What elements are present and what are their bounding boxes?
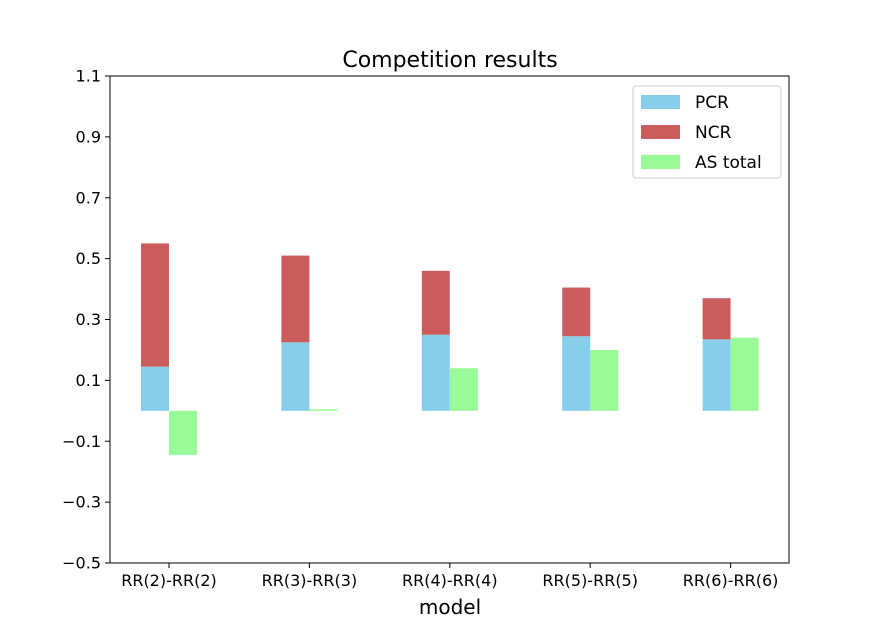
bar-ncr	[141, 243, 169, 367]
legend-swatch	[641, 155, 680, 169]
x-tick-label: RR(6)-RR(6)	[683, 571, 779, 590]
legend-label: NCR	[695, 123, 732, 143]
x-axis: RR(2)-RR(2) RR(3)-RR(3) RR(4)-RR(4) RR(5)-R…	[121, 563, 778, 590]
y-tick-label: −0.1	[62, 432, 101, 451]
bar-as-total	[449, 368, 478, 411]
chart-title: Competition results	[342, 48, 557, 73]
x-tick-label: RR(4)-RR(4)	[402, 571, 498, 590]
bar-as-total	[590, 349, 619, 411]
bar-as-total	[730, 337, 759, 411]
legend-label: AS total	[695, 153, 762, 173]
bars-layer	[141, 243, 759, 455]
y-tick-label: 0.3	[76, 310, 101, 329]
legend: PCR NCR AS total	[632, 85, 782, 179]
y-tick-label: 0.7	[76, 188, 101, 207]
bar-ncr	[281, 255, 310, 343]
x-tick-label: RR(2)-RR(2)	[121, 571, 217, 590]
legend-swatch	[641, 125, 680, 139]
bar-ncr	[562, 287, 591, 337]
y-tick-label: 1.1	[76, 67, 101, 86]
bar-ncr	[702, 298, 731, 340]
legend-label: PCR	[695, 93, 729, 113]
x-axis-label: model	[419, 595, 481, 619]
y-tick-label: 0.5	[76, 249, 101, 268]
y-axis: −0.5 −0.3 −0.1 0.1 0.3 0.5 0.7 0.9 1.1	[62, 67, 110, 573]
y-tick-label: 0.9	[76, 127, 101, 146]
y-tick-label: 0.1	[76, 371, 101, 390]
y-tick-label: −0.3	[62, 493, 101, 512]
x-tick-label: RR(3)-RR(3)	[262, 571, 358, 590]
bar-pcr	[141, 366, 169, 411]
bar-as-total	[309, 409, 338, 411]
x-tick-label: RR(5)-RR(5)	[542, 571, 638, 590]
bar-as-total	[169, 410, 197, 455]
bar-pcr	[281, 342, 310, 411]
legend-swatch	[641, 95, 680, 109]
bar-pcr	[702, 339, 731, 411]
plot-frame	[109, 75, 790, 564]
bar-pcr	[421, 334, 450, 411]
bar-pcr	[562, 336, 591, 411]
bar-ncr	[421, 270, 450, 335]
y-tick-label: −0.5	[62, 554, 101, 573]
